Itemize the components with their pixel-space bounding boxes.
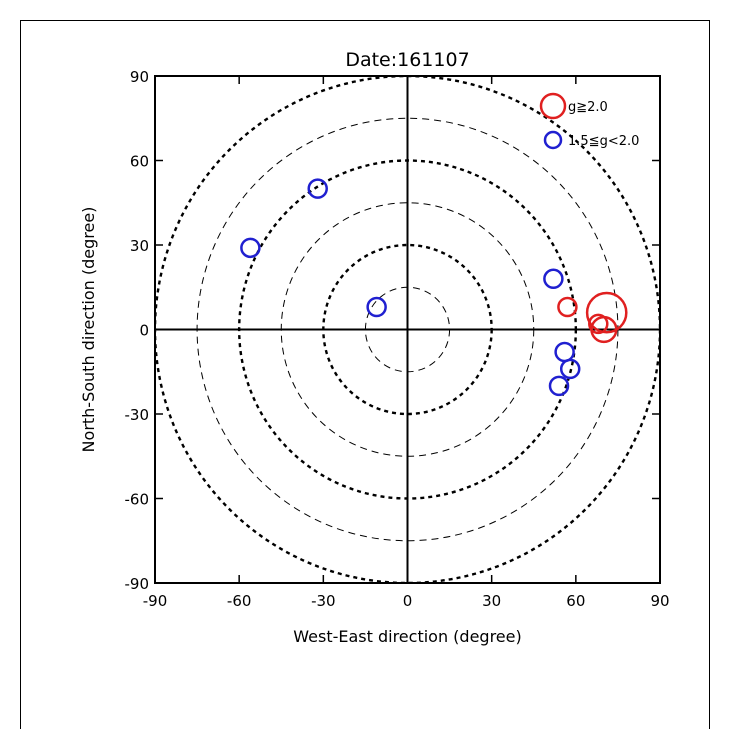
y-tick-label: -30 (125, 406, 150, 424)
y-tick-label: 60 (130, 153, 149, 171)
data-point (557, 296, 578, 318)
points-group (240, 178, 628, 397)
x-tick-label: 90 (650, 592, 669, 610)
y-axis-label: North-South direction (degree) (79, 207, 98, 453)
legend: g≧2.0 1.5≦g<2.0 (539, 92, 639, 150)
y-tick-label: -90 (125, 575, 150, 593)
data-point (543, 268, 564, 290)
x-axis-label: West-East direction (degree) (293, 627, 521, 646)
data-point (559, 358, 581, 380)
y-tick-label: 90 (130, 68, 149, 86)
data-point (588, 313, 609, 335)
y-tick-label: 0 (139, 322, 149, 340)
axes-group (154, 75, 661, 584)
x-tick-label: -90 (143, 592, 168, 610)
x-tick-label: 0 (403, 592, 413, 610)
x-tick-label: -30 (311, 592, 336, 610)
chart-title: Date:161107 (345, 49, 469, 71)
figure-frame (20, 20, 710, 729)
x-tick-label: 60 (566, 592, 585, 610)
x-tick-label: -60 (227, 592, 252, 610)
legend-label: g≧2.0 (568, 100, 608, 115)
data-point (554, 341, 575, 363)
data-point (585, 291, 628, 334)
legend-marker (543, 130, 563, 150)
data-point (307, 178, 328, 199)
data-point (548, 375, 570, 397)
data-point (240, 237, 261, 259)
y-tick-label: -60 (125, 491, 150, 509)
legend-marker (539, 92, 567, 120)
tick-group: -90 -60 -30 0 30 60 90 90 60 30 0 -30 -60 -90 (125, 68, 670, 610)
x-tick-label: 30 (482, 592, 501, 610)
data-point (366, 296, 387, 318)
y-tick-label: 30 (130, 237, 149, 255)
legend-label: 1.5≦g<2.0 (568, 134, 639, 149)
